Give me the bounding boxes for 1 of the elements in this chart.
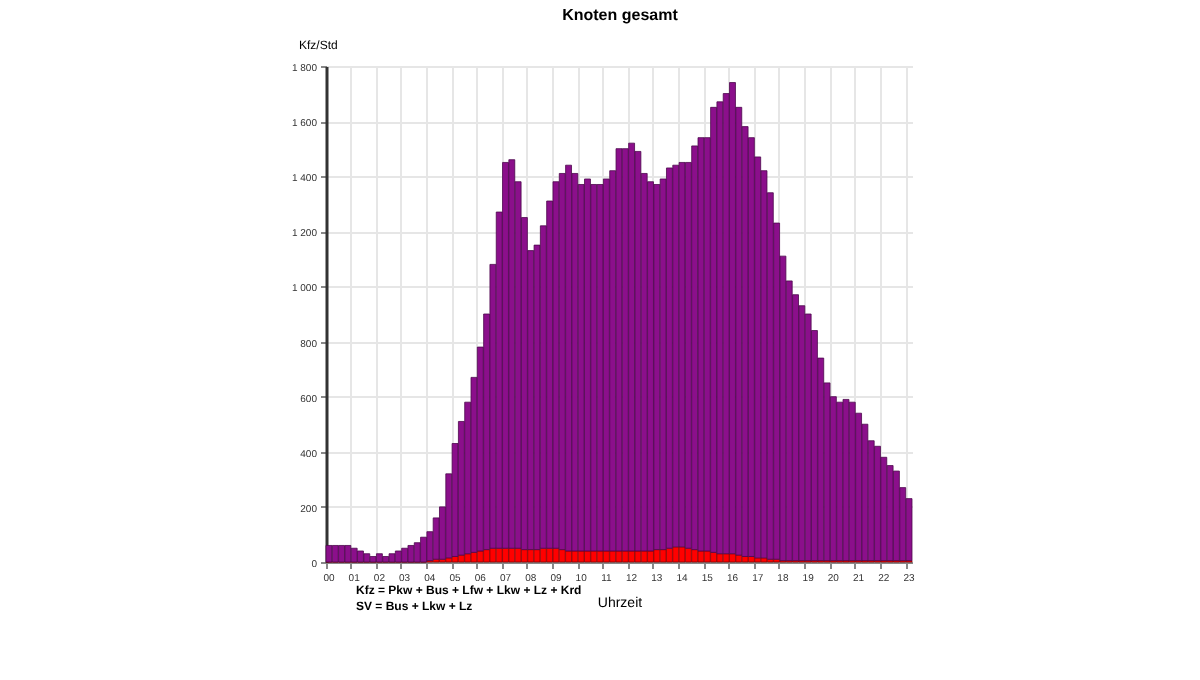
chart-title: Knoten gesamt [560,6,680,24]
